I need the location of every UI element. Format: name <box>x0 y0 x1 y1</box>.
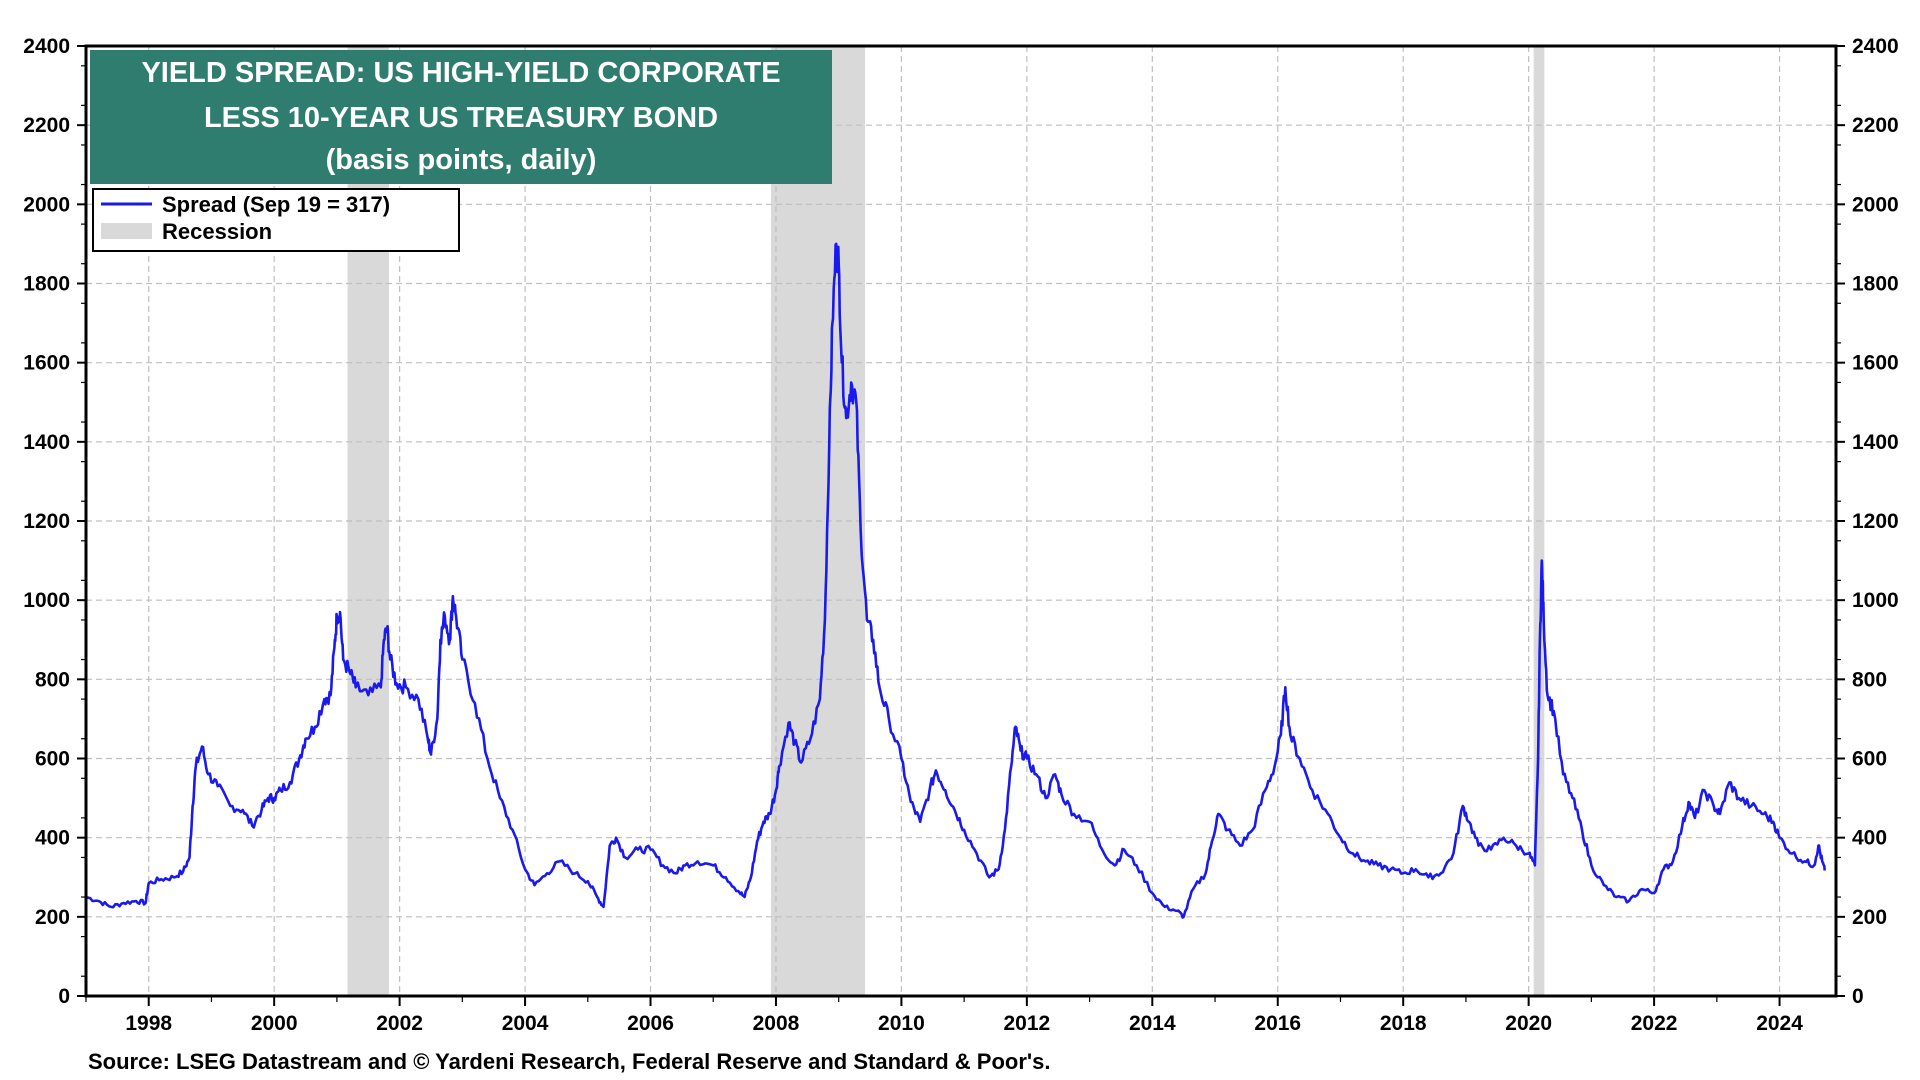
legend-recession-swatch <box>101 223 152 239</box>
y-tick-label-right-11: 2200 <box>1852 114 1899 137</box>
y-tick-label-left-12: 2400 <box>23 35 70 58</box>
legend: Spread (Sep 19 = 317) Recession <box>92 188 460 252</box>
y-tick-label-right-2: 400 <box>1852 827 1887 850</box>
y-tick-label-left-8: 1600 <box>23 352 70 375</box>
y-tick-label-right-1: 200 <box>1852 906 1887 929</box>
y-tick-label-right-5: 1000 <box>1852 589 1899 612</box>
y-tick-label-right-10: 2000 <box>1852 193 1899 216</box>
y-tick-label-right-9: 1800 <box>1852 273 1899 296</box>
chart-subtitle: (basis points, daily) <box>326 144 597 176</box>
legend-recession-label: Recession <box>162 219 272 244</box>
legend-series-label: Spread (Sep 19 = 317) <box>162 192 390 217</box>
x-tick-label-4: 2006 <box>627 1012 674 1035</box>
y-tick-label-right-7: 1400 <box>1852 431 1899 454</box>
title-background <box>90 50 832 184</box>
y-tick-label-right-6: 1200 <box>1852 510 1899 533</box>
source-note: Source: LSEG Datastream and © Yardeni Re… <box>88 1049 1051 1074</box>
y-tick-label-right-12: 2400 <box>1852 35 1899 58</box>
x-tick-label-10: 2018 <box>1380 1012 1427 1035</box>
y-tick-label-left-5: 1000 <box>23 589 70 612</box>
y-tick-label-left-3: 600 <box>35 748 70 771</box>
grid-lines <box>86 46 1836 996</box>
x-tick-label-13: 2024 <box>1756 1012 1803 1035</box>
x-tick-label-7: 2012 <box>1004 1012 1051 1035</box>
x-tick-label-3: 2004 <box>502 1012 549 1035</box>
y-tick-label-left-0: 0 <box>58 985 70 1008</box>
y-tick-label-right-3: 600 <box>1852 748 1887 771</box>
x-tick-label-9: 2016 <box>1254 1012 1301 1035</box>
x-tick-label-5: 2008 <box>753 1012 800 1035</box>
y-tick-label-left-6: 1200 <box>23 510 70 533</box>
y-tick-label-right-0: 0 <box>1852 985 1864 1008</box>
title-box: YIELD SPREAD: US HIGH-YIELD CORPORATE LE… <box>90 50 832 184</box>
series-layer <box>85 242 1826 919</box>
x-tick-label-6: 2010 <box>878 1012 925 1035</box>
y-tick-label-left-4: 800 <box>35 668 70 691</box>
x-tick-label-8: 2014 <box>1129 1012 1176 1035</box>
y-tick-label-left-1: 200 <box>35 906 70 929</box>
x-tick-label-0: 1998 <box>125 1012 172 1035</box>
x-tick-label-1: 2000 <box>251 1012 298 1035</box>
chart-title-line2: LESS 10-YEAR US TREASURY BOND <box>204 102 718 134</box>
x-tick-label-11: 2020 <box>1505 1012 1552 1035</box>
y-tick-label-right-8: 1600 <box>1852 352 1899 375</box>
axis-tick-labels: 0 0 200 200 400 400 600 600 800 800 1000 1000 1200 12… <box>23 35 1898 1035</box>
x-tick-label-12: 2022 <box>1631 1012 1678 1035</box>
y-tick-label-left-7: 1400 <box>23 431 70 454</box>
x-tick-label-2: 2002 <box>376 1012 423 1035</box>
axis-ticks <box>77 45 1845 1006</box>
y-tick-label-left-2: 400 <box>35 827 70 850</box>
series-line-0 <box>85 242 1826 919</box>
chart-title: YIELD SPREAD: US HIGH-YIELD CORPORATE <box>141 57 780 89</box>
legend-box <box>92 188 460 252</box>
y-tick-label-left-9: 1800 <box>23 273 70 296</box>
y-tick-label-right-4: 800 <box>1852 668 1887 691</box>
y-tick-label-left-11: 2200 <box>23 114 70 137</box>
y-tick-label-left-10: 2000 <box>23 193 70 216</box>
